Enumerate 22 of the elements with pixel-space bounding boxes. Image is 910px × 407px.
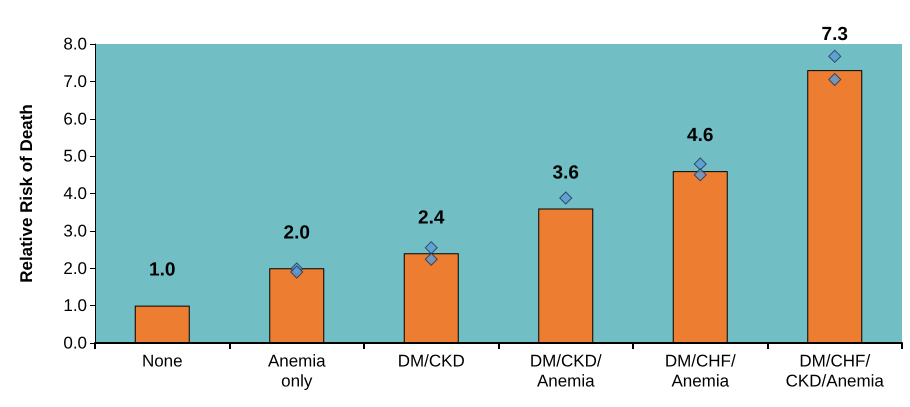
- y-tick-label: 0.0: [63, 334, 87, 352]
- x-tick-label: Anemia only: [268, 352, 326, 390]
- y-axis-title: Relative Risk of Death: [17, 104, 36, 283]
- x-tick-label: DM/CHF/ Anemia: [664, 352, 736, 390]
- data-label: 1.0: [149, 260, 176, 281]
- x-tick-label: None: [142, 352, 183, 370]
- x-tick-label: DM/CKD: [398, 352, 465, 370]
- y-tick-label: 3.0: [63, 221, 87, 240]
- y-tick-label: 5.0: [63, 146, 87, 166]
- y-tick-label: 7.0: [63, 72, 87, 91]
- x-tick-label: DM/CHF/ CKD/Anemia: [786, 352, 884, 390]
- data-label: 2.4: [418, 207, 445, 228]
- y-tick-label: 6.0: [63, 109, 87, 128]
- data-label: 2.0: [284, 222, 310, 244]
- data-label: 4.6: [687, 125, 714, 146]
- y-tick-label: 2.0: [63, 258, 87, 278]
- y-tick-label: 1.0: [63, 296, 87, 316]
- data-label: 7.3: [822, 24, 848, 46]
- y-tick-label: 8.0: [63, 34, 87, 54]
- data-label: 3.6: [552, 162, 579, 184]
- y-tick-label: 4.0: [63, 184, 87, 203]
- x-tick-label: DM/CKD/ Anemia: [530, 352, 602, 390]
